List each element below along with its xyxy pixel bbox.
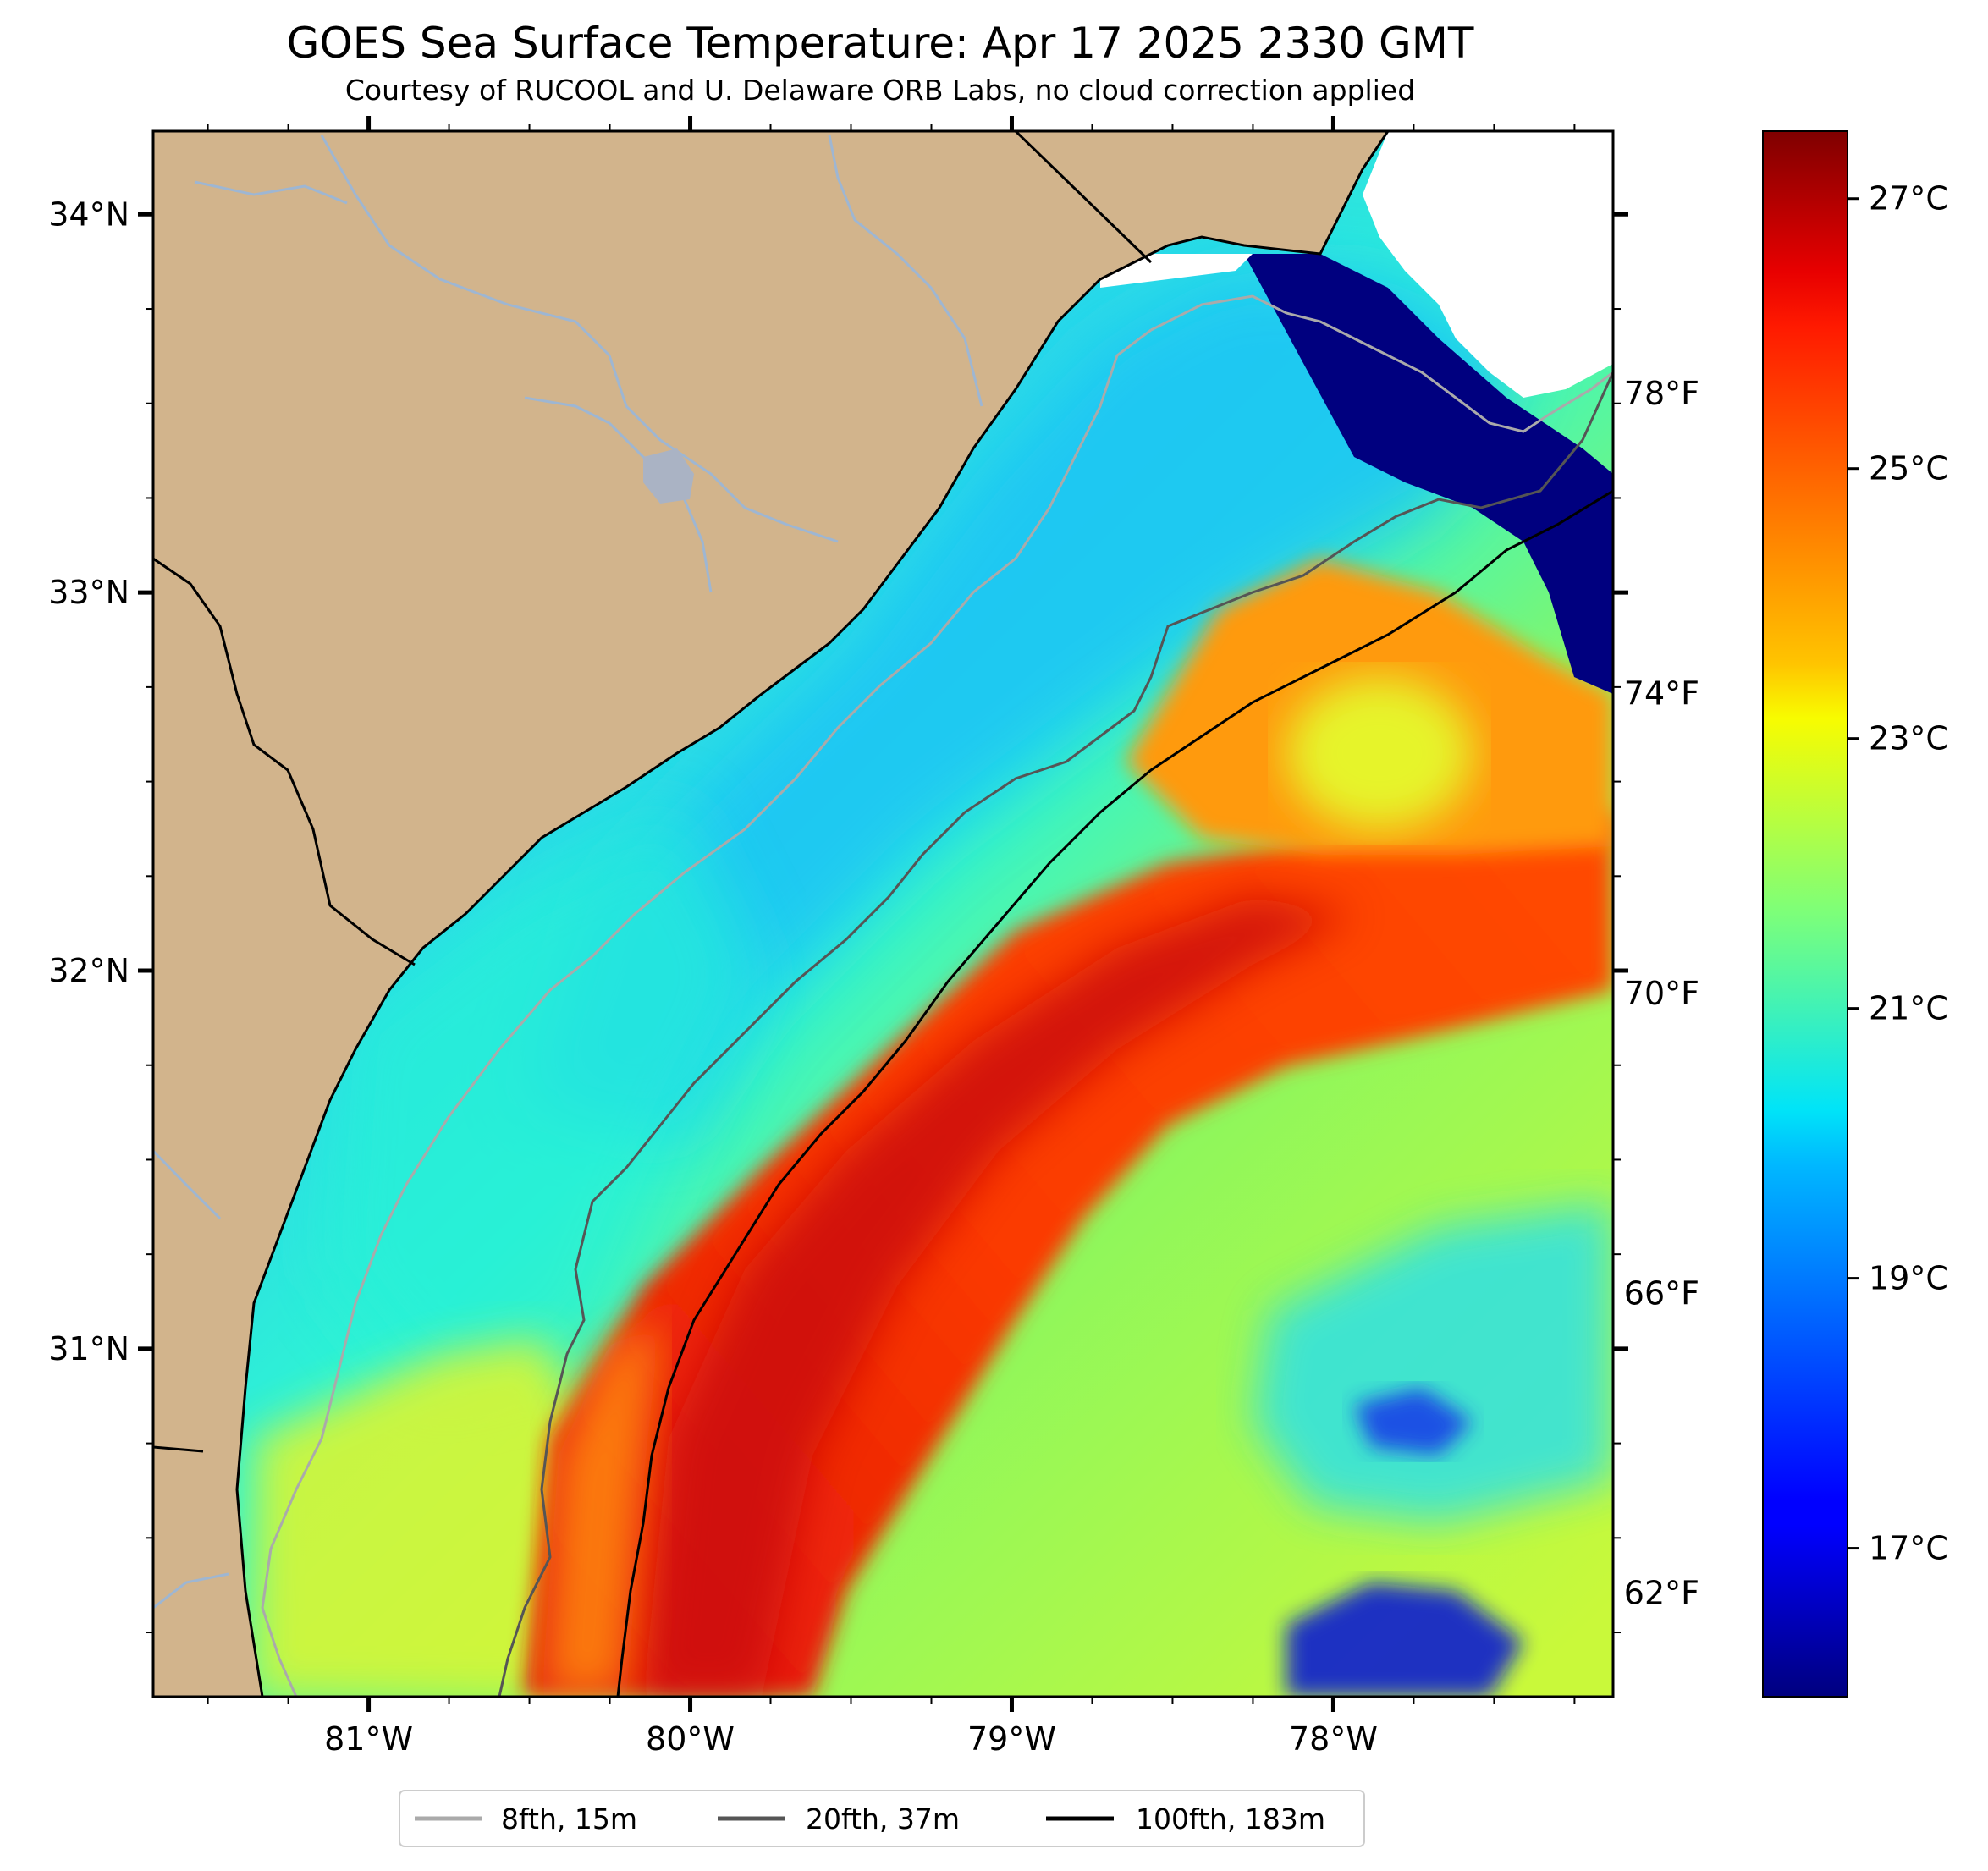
colorbar-c-label: 25°C	[1869, 450, 1948, 487]
colorbar: 27°C 25°C 23°C 21°C 19°C 17°C 78°F 74°F 70°F 66°…	[1624, 130, 1948, 1698]
lat-tick-label: 34°N	[48, 195, 129, 233]
colorbar-f-label: 78°F	[1624, 375, 1699, 412]
eastern-cold-patch	[1354, 1388, 1473, 1456]
legend-box	[399, 1790, 1365, 1847]
lat-tick-label: 32°N	[48, 952, 129, 989]
isobath-8fth	[261, 294, 1613, 1697]
eddy-center	[1286, 677, 1473, 829]
isobath-20fth	[498, 371, 1613, 1697]
eastern-cool-patches	[1253, 1202, 1613, 1523]
colorbar-c-label: 27°C	[1869, 180, 1948, 217]
cold-water-region	[1244, 254, 1613, 694]
colorbar-c-label: 21°C	[1869, 990, 1948, 1027]
legend-label-100fth: 100fth, 183m	[1136, 1802, 1325, 1835]
lon-tick-label: 81°W	[324, 1720, 413, 1758]
legend-label-20fth: 20fth, 37m	[806, 1802, 960, 1835]
colorbar-f-label: 62°F	[1624, 1575, 1699, 1612]
gulf-stream-core	[643, 897, 1354, 1697]
legend-label-8fth: 8fth, 15m	[501, 1802, 637, 1835]
colorbar-c-label: 23°C	[1869, 720, 1948, 757]
legend: 8fth, 15m 20fth, 37m 100fth, 183m	[399, 1790, 1365, 1847]
lon-tick-label: 79°W	[967, 1720, 1056, 1758]
colorbar-celsius-ticks: 27°C 25°C 23°C 21°C 19°C 17°C	[1848, 180, 1948, 1567]
lake	[643, 448, 694, 504]
lat-tick-label: 31°N	[48, 1330, 129, 1367]
colorbar-c-label: 17°C	[1869, 1530, 1948, 1567]
lon-tick-label: 78°W	[1289, 1720, 1378, 1758]
colorbar-f-label: 70°F	[1624, 975, 1699, 1012]
gulf-stream-orange-edge	[542, 1320, 660, 1697]
figure-subtitle: Courtesy of RUCOOL and U. Delaware ORB L…	[345, 74, 1415, 107]
map-panel	[153, 131, 1613, 1697]
lat-tick-label: 33°N	[48, 574, 129, 611]
colorbar-f-label: 74°F	[1624, 675, 1699, 713]
land	[153, 131, 1390, 1697]
isobath-100fth	[616, 489, 1613, 1697]
shelf-cool-water	[525, 271, 1523, 1142]
latitude-ticks: 34°N 33°N 32°N 31°N	[48, 195, 1628, 1634]
colorbar-f-label: 66°F	[1624, 1274, 1699, 1312]
southeast-cold-patch	[1286, 1582, 1523, 1697]
figure-title: GOES Sea Surface Temperature: Apr 17 202…	[287, 19, 1474, 68]
nearshore-warm-band	[254, 1337, 592, 1697]
longitude-ticks: 81°W 80°W 79°W 78°W	[207, 116, 1576, 1758]
colorbar-gradient	[1762, 130, 1848, 1698]
map-frame	[151, 129, 1615, 1698]
lon-tick-label: 80°W	[646, 1720, 735, 1758]
colorbar-c-label: 19°C	[1869, 1260, 1948, 1297]
state-borders	[153, 131, 1153, 1453]
colorbar-fahrenheit-ticks: 78°F 74°F 70°F 66°F 62°F	[1624, 375, 1699, 1612]
shelf-mid-water	[322, 804, 762, 1396]
nearshore-nodata	[1100, 254, 1253, 288]
cloud-mask	[1363, 131, 1613, 398]
